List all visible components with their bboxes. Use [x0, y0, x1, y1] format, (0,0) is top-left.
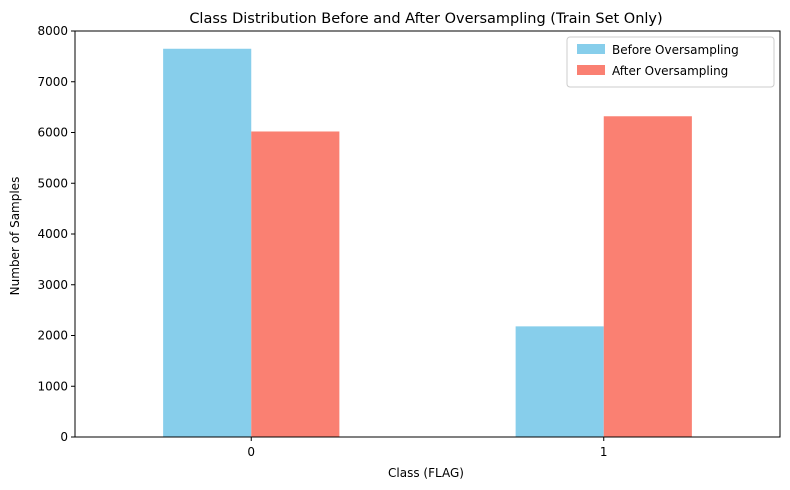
legend-swatch [577, 44, 605, 54]
y-tick-label: 7000 [37, 75, 68, 89]
y-tick-label: 3000 [37, 278, 68, 292]
y-tick-label: 5000 [37, 176, 68, 190]
legend-box [566, 36, 775, 88]
y-tick-label: 0 [60, 430, 68, 444]
y-tick-label: 1000 [37, 379, 68, 393]
bar-after-oversampling-class-1 [603, 116, 692, 437]
y-tick-label: 2000 [37, 329, 68, 343]
chart-title: Class Distribution Before and After Over… [189, 11, 662, 27]
legend-label: After Oversampling [612, 64, 728, 78]
bar-before-oversampling-class-0 [163, 48, 252, 437]
x-tick-label: 1 [600, 445, 608, 459]
legend: Before Oversampling After Oversampling [566, 36, 775, 88]
legend-label: Before Oversampling [612, 43, 739, 57]
y-tick-label: 6000 [37, 126, 68, 140]
y-axis-label: Number of Samples [8, 177, 22, 296]
plot-area: 0 1000 2000 3000 4000 5000 6000 7000 8000 0 1 [37, 24, 781, 459]
y-tick-label: 4000 [37, 227, 68, 241]
x-tick-label: 0 [247, 445, 255, 459]
legend-swatch [577, 65, 605, 75]
y-tick-label: 8000 [37, 24, 68, 38]
bar-after-oversampling-class-0 [251, 131, 340, 438]
x-axis-label: Class (FLAG) [388, 466, 464, 480]
bar-before-oversampling-class-1 [515, 326, 604, 437]
